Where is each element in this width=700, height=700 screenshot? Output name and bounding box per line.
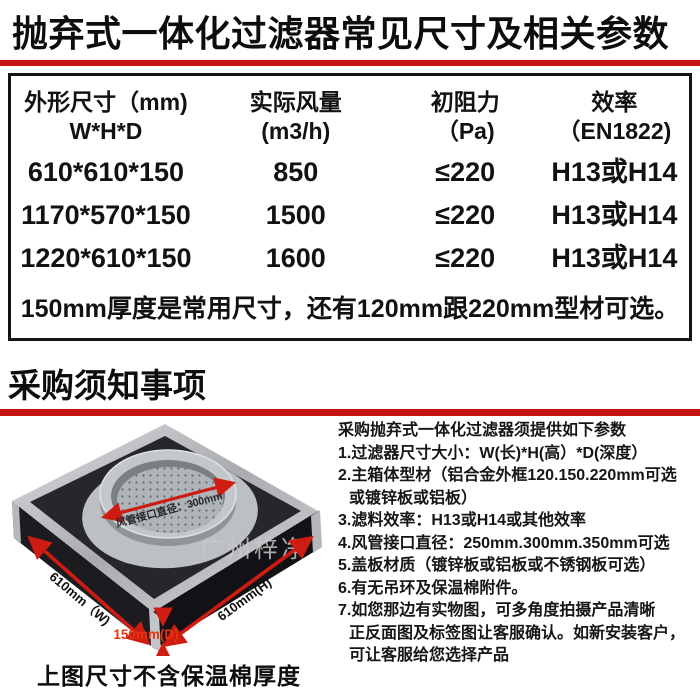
col-header-airflow-line2: (m3/h)	[261, 118, 331, 145]
depth-label: 150mm(D)	[113, 627, 178, 642]
red-divider-middle	[0, 409, 700, 417]
purchase-note-item-1: 1.过滤器尺寸大小：W(长)*H(高）*D(深度）	[338, 444, 648, 462]
col-header-airflow-line1: 实际风量	[249, 89, 342, 116]
col-header-resistance-line2: （Pa)	[435, 118, 495, 145]
page-title: 抛弃式一体化过滤器常见尺寸及相关参数	[12, 13, 670, 54]
col-header-efficiency-line2: （EN1822)	[557, 118, 672, 145]
table-row: 1220*610*150 1600 ≤220 H13或H14	[11, 237, 689, 280]
cell-airflow: 1500	[265, 200, 326, 231]
col-header-dimensions-line2: W*H*D	[69, 118, 143, 145]
cell-dimensions: 1220*610*150	[20, 243, 192, 274]
spec-table-header-row: 外形尺寸（mm) W*H*D 实际风量 (m3/h) 初阻力 （Pa) 效率 （…	[11, 82, 689, 151]
cell-efficiency: H13或H14	[551, 243, 678, 274]
purchase-note-item-6: 6.有无吊环及保温棉附件。	[338, 579, 528, 597]
col-header-resistance-line1: 初阻力	[430, 89, 500, 116]
height-arrow	[162, 535, 314, 648]
table-row: 610*610*150 850 ≤220 H13或H14	[11, 151, 689, 194]
red-divider-top	[0, 60, 700, 67]
col-header-efficiency-line1: 效率	[591, 89, 638, 116]
purchase-note-item-4: 4.风管接口直径：250mm.300mm.350mm可选	[338, 534, 670, 552]
purchase-note-item-2: 2.主箱体型材（铝合金外框120.150.220mm可选	[338, 467, 677, 485]
product-photo-column: 广州梓净 风管接口直径：300mm 610mm（W) 610mm(H) 150m…	[0, 416, 338, 691]
purchase-notes-list: 采购抛弃式一体化过滤器须提供如下参数 1.过滤器尺寸大小：W(长)*H(高）*D…	[338, 416, 700, 691]
cell-dimensions: 1170*570*150	[21, 200, 191, 231]
cell-resistance: ≤220	[435, 157, 496, 188]
cell-dimensions: 610*610*150	[27, 157, 184, 188]
cell-resistance: ≤220	[435, 243, 496, 274]
purchase-note-item-3: 3.滤料效率：H13或H14或其他效率	[338, 512, 587, 530]
watermark: 广州梓净	[200, 536, 308, 563]
duct-diameter-arrow	[100, 477, 237, 523]
filter-box-photo: 广州梓净 风管接口直径：300mm 610mm（W) 610mm(H) 150m…	[12, 424, 322, 662]
col-header-dimensions-line1: 外形尺寸（mm)	[24, 89, 188, 116]
spec-table: 外形尺寸（mm) W*H*D 实际风量 (m3/h) 初阻力 （Pa) 效率 （…	[8, 73, 692, 342]
left-corner-post	[12, 501, 21, 544]
bottom-section: 广州梓净 风管接口直径：300mm 610mm（W) 610mm(H) 150m…	[0, 416, 700, 691]
table-row: 1170*570*150 1500 ≤220 H13或H14	[11, 194, 689, 237]
cell-airflow: 850	[273, 157, 319, 188]
cell-resistance: ≤220	[435, 200, 496, 231]
col-header-airflow: 实际风量 (m3/h)	[201, 82, 391, 151]
purchase-note-item-5: 5.盖板材质（镀锌板或铝板或不锈钢板可选）	[338, 557, 656, 575]
col-header-efficiency: 效率 （EN1822)	[540, 82, 689, 151]
purchase-note-item-7: 7.如您那边有实物图，可多角度拍摄产品清晰	[338, 602, 656, 620]
thickness-note: 150mm厚度是常用尺寸，还有120mm跟220mm型材可选。	[20, 295, 680, 324]
col-header-dimensions: 外形尺寸（mm) W*H*D	[11, 82, 201, 151]
purchase-note-item-2-cont: 或镀锌板或铝板）	[349, 489, 478, 507]
purchase-notes-title: 采购须知事项	[8, 367, 206, 405]
cell-efficiency: H13或H14	[551, 200, 678, 231]
purchase-notes-intro: 采购抛弃式一体化过滤器须提供如下参数	[338, 422, 627, 440]
purchase-note-item-7-cont1: 正反面图及标签图让客服确认。如新安装客户，	[349, 624, 686, 642]
width-arrow	[27, 535, 151, 646]
purchase-note-item-7-cont2: 可让客服给您选择产品	[349, 647, 510, 665]
photo-caption: 上图尺寸不含保温棉厚度	[37, 663, 301, 690]
cell-efficiency: H13或H14	[551, 157, 678, 188]
cell-airflow: 1600	[265, 243, 326, 274]
col-header-resistance: 初阻力 （Pa)	[391, 82, 540, 151]
